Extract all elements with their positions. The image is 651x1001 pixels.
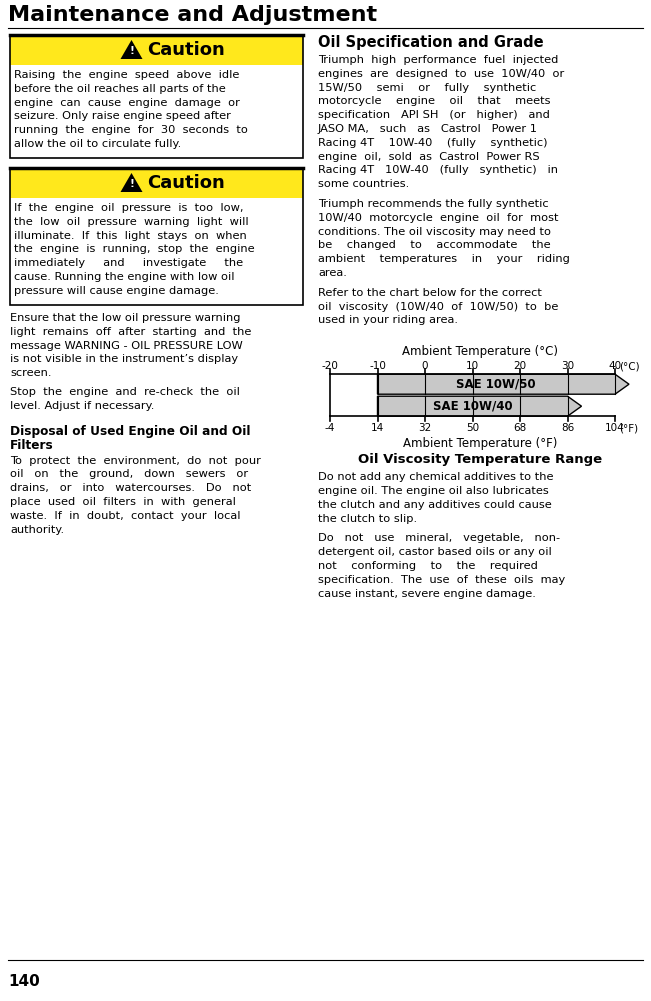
- Text: oil   on   the   ground,   down   sewers   or: oil on the ground, down sewers or: [10, 469, 248, 479]
- Text: Stop  the  engine  and  re-check  the  oil: Stop the engine and re-check the oil: [10, 387, 240, 397]
- Text: Racing 4T   10W-40   (fully   synthetic)   in: Racing 4T 10W-40 (fully synthetic) in: [318, 165, 558, 175]
- Text: Ensure that the low oil pressure warning: Ensure that the low oil pressure warning: [10, 313, 240, 323]
- Text: 30: 30: [561, 361, 574, 371]
- Text: the  low  oil  pressure  warning  light  will: the low oil pressure warning light will: [14, 217, 249, 227]
- Text: 15W/50    semi    or    fully    synthetic: 15W/50 semi or fully synthetic: [318, 83, 536, 93]
- Text: Disposal of Used Engine Oil and Oil: Disposal of Used Engine Oil and Oil: [10, 424, 251, 437]
- Text: is not visible in the instrument’s display: is not visible in the instrument’s displ…: [10, 354, 238, 364]
- Text: 10W/40  motorcycle  engine  oil  for  most: 10W/40 motorcycle engine oil for most: [318, 213, 559, 223]
- Text: Caution: Caution: [148, 174, 225, 192]
- Text: waste.  If  in  doubt,  contact  your  local: waste. If in doubt, contact your local: [10, 511, 240, 521]
- Text: motorcycle    engine    oil    that    meets: motorcycle engine oil that meets: [318, 96, 551, 106]
- Text: Filters: Filters: [10, 439, 54, 452]
- Text: some countries.: some countries.: [318, 179, 409, 189]
- Text: running  the  engine  for  30  seconds  to: running the engine for 30 seconds to: [14, 125, 248, 135]
- Text: Oil Viscosity Temperature Range: Oil Viscosity Temperature Range: [359, 453, 603, 466]
- Text: !: !: [129, 46, 134, 56]
- Text: (°F): (°F): [619, 423, 638, 433]
- Text: Ambient Temperature (°F): Ambient Temperature (°F): [404, 437, 558, 450]
- Text: 40: 40: [609, 361, 622, 371]
- Text: cause instant, severe engine damage.: cause instant, severe engine damage.: [318, 589, 536, 599]
- Text: message WARNING - OIL PRESSURE LOW: message WARNING - OIL PRESSURE LOW: [10, 340, 243, 350]
- Text: 10: 10: [466, 361, 479, 371]
- Text: -20: -20: [322, 361, 339, 371]
- Text: engine oil. The engine oil also lubricates: engine oil. The engine oil also lubricat…: [318, 486, 549, 496]
- Bar: [10, 168, 303, 305]
- Text: area.: area.: [318, 268, 347, 278]
- Bar: [10, 35, 303, 158]
- Text: engine  can  cause  engine  damage  or: engine can cause engine damage or: [14, 98, 240, 107]
- Text: Raising  the  engine  speed  above  idle: Raising the engine speed above idle: [14, 70, 240, 80]
- Text: ambient    temperatures    in    your    riding: ambient temperatures in your riding: [318, 254, 570, 264]
- Text: conditions. The oil viscosity may need to: conditions. The oil viscosity may need t…: [318, 226, 551, 236]
- Text: Oil Specification and Grade: Oil Specification and Grade: [318, 35, 544, 50]
- Text: 140: 140: [8, 974, 40, 989]
- Text: 0: 0: [422, 361, 428, 371]
- Text: specification   API SH   (or   higher)   and: specification API SH (or higher) and: [318, 110, 550, 120]
- Text: Caution: Caution: [148, 41, 225, 59]
- Text: cause. Running the engine with low oil: cause. Running the engine with low oil: [14, 272, 234, 282]
- Text: before the oil reaches all parts of the: before the oil reaches all parts of the: [14, 84, 226, 94]
- Text: seizure. Only raise engine speed after: seizure. Only raise engine speed after: [14, 111, 231, 121]
- Text: 14: 14: [371, 423, 384, 433]
- Text: used in your riding area.: used in your riding area.: [318, 315, 458, 325]
- Text: the clutch and any additives could cause: the clutch and any additives could cause: [318, 499, 552, 510]
- Text: Maintenance and Adjustment: Maintenance and Adjustment: [8, 5, 377, 25]
- Text: oil  viscosity  (10W/40  of  10W/50)  to  be: oil viscosity (10W/40 of 10W/50) to be: [318, 301, 559, 311]
- Text: -4: -4: [325, 423, 335, 433]
- Text: Ambient Temperature (°C): Ambient Temperature (°C): [402, 345, 559, 358]
- Text: To  protect  the  environment,  do  not  pour: To protect the environment, do not pour: [10, 455, 261, 465]
- Bar: [10, 35, 303, 65]
- Text: Do not add any chemical additives to the: Do not add any chemical additives to the: [318, 472, 553, 482]
- Text: immediately     and     investigate     the: immediately and investigate the: [14, 258, 243, 268]
- Polygon shape: [378, 396, 581, 416]
- Bar: [10, 168, 303, 198]
- Text: SAE 10W/40: SAE 10W/40: [433, 399, 512, 412]
- Polygon shape: [120, 40, 143, 59]
- Text: 104: 104: [605, 423, 625, 433]
- Text: Do   not   use   mineral,   vegetable,   non-: Do not use mineral, vegetable, non-: [318, 534, 560, 544]
- Text: If  the  engine  oil  pressure  is  too  low,: If the engine oil pressure is too low,: [14, 203, 243, 213]
- Text: the  engine  is  running,  stop  the  engine: the engine is running, stop the engine: [14, 244, 255, 254]
- Text: be    changed    to    accommodate    the: be changed to accommodate the: [318, 240, 551, 250]
- Text: place  used  oil  filters  in  with  general: place used oil filters in with general: [10, 497, 236, 507]
- Text: engines  are  designed  to  use  10W/40  or: engines are designed to use 10W/40 or: [318, 69, 564, 79]
- Text: Refer to the chart below for the correct: Refer to the chart below for the correct: [318, 288, 542, 298]
- Text: 86: 86: [561, 423, 574, 433]
- Text: 50: 50: [466, 423, 479, 433]
- Text: not    conforming    to    the    required: not conforming to the required: [318, 561, 538, 571]
- Text: SAE 10W/50: SAE 10W/50: [456, 377, 536, 390]
- Text: illuminate.  If  this  light  stays  on  when: illuminate. If this light stays on when: [14, 230, 247, 240]
- Text: Triumph recommends the fully synthetic: Triumph recommends the fully synthetic: [318, 199, 549, 209]
- Text: -10: -10: [369, 361, 386, 371]
- Polygon shape: [378, 374, 629, 394]
- Text: detergent oil, castor based oils or any oil: detergent oil, castor based oils or any …: [318, 548, 552, 558]
- Text: (°C): (°C): [619, 361, 640, 371]
- Text: authority.: authority.: [10, 525, 64, 535]
- Text: specification.  The  use  of  these  oils  may: specification. The use of these oils may: [318, 575, 565, 585]
- Text: pressure will cause engine damage.: pressure will cause engine damage.: [14, 286, 219, 296]
- Text: !: !: [129, 179, 134, 189]
- Text: screen.: screen.: [10, 368, 51, 378]
- Text: 32: 32: [419, 423, 432, 433]
- Text: Triumph  high  performance  fuel  injected: Triumph high performance fuel injected: [318, 55, 559, 65]
- Text: 20: 20: [514, 361, 527, 371]
- Text: level. Adjust if necessary.: level. Adjust if necessary.: [10, 400, 154, 410]
- Text: the clutch to slip.: the clutch to slip.: [318, 514, 417, 524]
- Text: drains,   or   into   watercourses.   Do   not: drains, or into watercourses. Do not: [10, 483, 251, 493]
- Text: allow the oil to circulate fully.: allow the oil to circulate fully.: [14, 139, 181, 149]
- Text: Racing 4T    10W-40    (fully    synthetic): Racing 4T 10W-40 (fully synthetic): [318, 138, 547, 148]
- Text: 68: 68: [514, 423, 527, 433]
- Text: light  remains  off  after  starting  and  the: light remains off after starting and the: [10, 326, 251, 336]
- Text: JASO MA,   such   as   Castrol   Power 1: JASO MA, such as Castrol Power 1: [318, 124, 538, 134]
- Polygon shape: [120, 173, 143, 192]
- Text: engine  oil,  sold  as  Castrol  Power RS: engine oil, sold as Castrol Power RS: [318, 151, 540, 161]
